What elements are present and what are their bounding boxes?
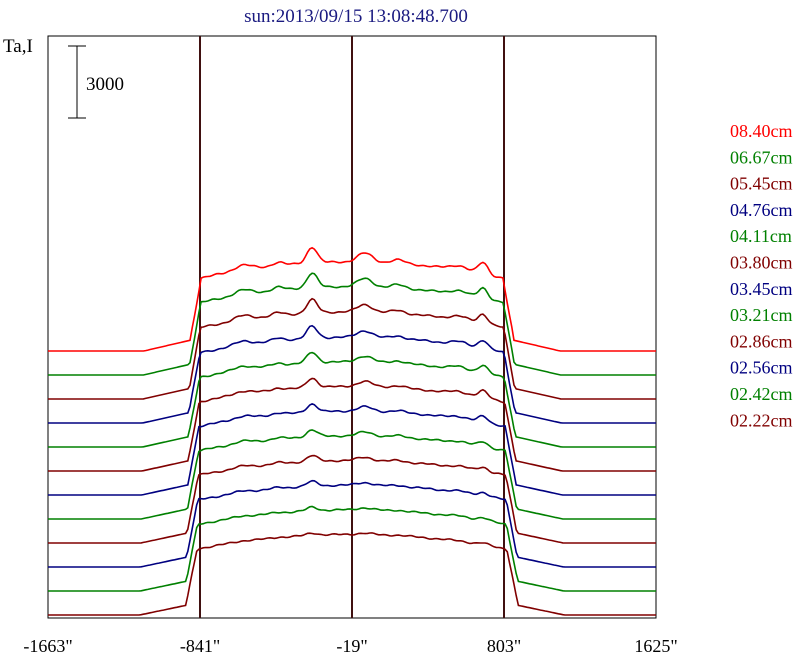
vertical-reference-lines xyxy=(199,36,505,618)
legend-entry: 02.86cm xyxy=(730,331,793,351)
legend-entry: 02.42cm xyxy=(730,384,793,404)
legend-entry: 03.21cm xyxy=(730,305,793,325)
x-tick-labels: -1663" -841" -19" 803" 1625" xyxy=(23,636,677,656)
legend-entry: 08.40cm xyxy=(730,121,793,141)
series-lines xyxy=(48,246,656,616)
scale-bar: 3000 xyxy=(68,45,124,119)
x-tick-label: -1663" xyxy=(23,636,72,656)
legend-entry: 03.45cm xyxy=(730,279,793,299)
series-line-02.22cm xyxy=(48,532,656,616)
series-line-02.42cm xyxy=(48,505,656,592)
legend-entry: 03.80cm xyxy=(730,253,793,273)
legend-entry: 05.45cm xyxy=(730,174,793,194)
x-tick-label: 1625" xyxy=(634,636,677,656)
series-line-03.21cm xyxy=(48,429,656,520)
y-axis-label: Ta,I xyxy=(3,36,33,57)
series-line-08.40cm xyxy=(48,246,656,352)
series-line-02.86cm xyxy=(48,454,656,544)
series-line-06.67cm xyxy=(48,272,656,376)
scale-bar-label: 3000 xyxy=(86,74,124,95)
legend-entry: 02.22cm xyxy=(730,410,793,430)
chart-title: sun:2013/09/15 13:08:48.700 xyxy=(244,6,468,27)
legend: 08.40cm 06.67cm 05.45cm 04.76cm 04.11cm 03.80… xyxy=(730,121,793,430)
series-line-02.56cm xyxy=(48,479,656,568)
series-line-03.80cm xyxy=(48,377,656,472)
series-line-05.45cm xyxy=(48,297,656,400)
legend-entry: 02.56cm xyxy=(730,358,793,378)
x-tick-label: 803" xyxy=(487,636,521,656)
series-line-04.76cm xyxy=(48,324,656,424)
series-line-04.11cm xyxy=(48,351,656,448)
legend-entry: 06.67cm xyxy=(730,147,793,167)
series-line-03.45cm xyxy=(48,403,656,496)
x-tick-label: -841" xyxy=(180,636,220,656)
legend-entry: 04.11cm xyxy=(730,226,792,246)
legend-entry: 04.76cm xyxy=(730,200,793,220)
x-tick-label: -19" xyxy=(336,636,367,656)
